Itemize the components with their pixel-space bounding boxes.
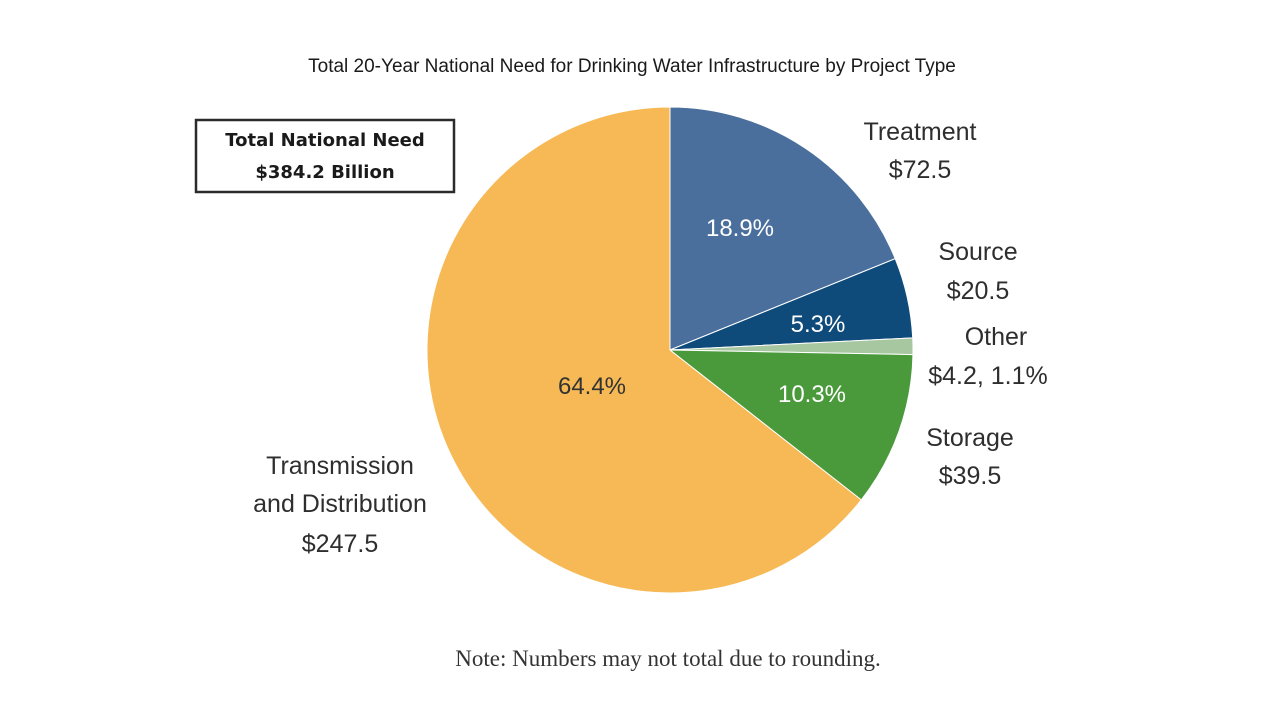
label-source-value: $20.5 xyxy=(947,277,1010,305)
pct-label-transmission: 64.4% xyxy=(558,373,626,400)
label-storage-name: Storage xyxy=(926,424,1014,452)
rounding-note: Note: Numbers may not total due to round… xyxy=(455,646,880,671)
label-source-name: Source xyxy=(938,238,1017,266)
pct-label-storage: 10.3% xyxy=(778,381,846,408)
total-need-label: Total National Need xyxy=(225,130,425,151)
pct-label-treatment: 18.9% xyxy=(706,215,774,242)
category-labels: Treatment $72.5 Source $20.5 Other $4.2,… xyxy=(253,118,1048,558)
pie-slices xyxy=(426,106,914,594)
label-treatment-name: Treatment xyxy=(863,118,976,146)
total-need-value: $384.2 Billion xyxy=(255,162,394,183)
label-other-name: Other xyxy=(965,323,1028,351)
total-need-box: Total National Need $384.2 Billion xyxy=(194,118,456,194)
label-transmission-name-line1: Transmission xyxy=(266,452,414,480)
percent-labels: 18.9% 5.3% 10.3% 64.4% xyxy=(558,215,846,408)
total-need-box-border xyxy=(194,118,456,194)
pct-label-source: 5.3% xyxy=(791,311,846,338)
label-transmission-name-line2: and Distribution xyxy=(253,490,427,518)
pie-slice-storage xyxy=(668,349,914,501)
label-other-value: $4.2, 1.1% xyxy=(928,362,1048,390)
label-storage-value: $39.5 xyxy=(939,462,1002,490)
label-transmission-value: $247.5 xyxy=(302,530,378,558)
pie-slice-treatment xyxy=(669,106,896,351)
label-treatment-value: $72.5 xyxy=(889,156,952,184)
pie-slice-transmission-and-distribution xyxy=(426,106,862,594)
chart-title: Total 20-Year National Need for Drinking… xyxy=(308,56,956,77)
